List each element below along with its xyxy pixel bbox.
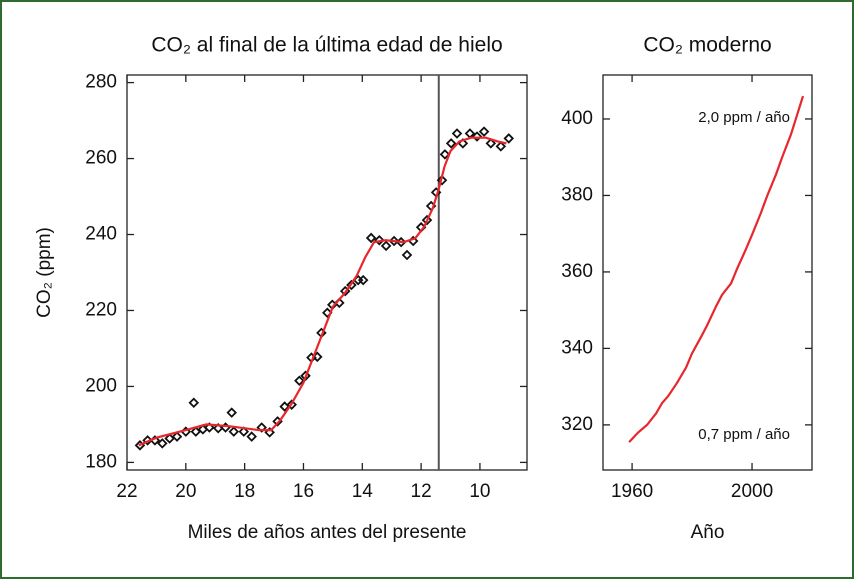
- x-tick-label: 1960: [611, 481, 653, 502]
- y-tick-label: 220: [85, 299, 117, 320]
- data-point: [294, 375, 305, 387]
- x-tick-label: 16: [293, 481, 314, 502]
- x-tick-label: 14: [352, 481, 374, 502]
- y-tick-label: 320: [561, 414, 593, 435]
- data-point: [357, 274, 369, 286]
- data-point: [171, 431, 183, 442]
- data-point: [365, 232, 377, 244]
- data-point: [485, 138, 497, 149]
- data-point: [478, 126, 490, 137]
- data-point: [204, 422, 215, 433]
- data-point: [380, 240, 392, 252]
- x-tick-label: 12: [411, 481, 432, 502]
- data-point: [439, 149, 451, 160]
- data-point: [436, 174, 448, 186]
- data-point: [471, 131, 483, 142]
- y-tick-label: 340: [561, 337, 593, 358]
- y-tick-label: 240: [85, 224, 117, 245]
- data-point: [286, 399, 297, 410]
- data-point: [421, 214, 433, 226]
- data-point: [157, 438, 168, 449]
- x-tick-label: 2000: [731, 481, 773, 502]
- data-point: [374, 234, 385, 246]
- x-tick-label: 10: [469, 481, 490, 502]
- data-point: [228, 426, 240, 437]
- data-point: [238, 426, 250, 437]
- y-tick-label: 280: [85, 72, 117, 93]
- y-tick-label: 400: [561, 108, 593, 129]
- data-point: [190, 426, 202, 437]
- data-point: [142, 435, 153, 446]
- data-point: [388, 235, 400, 247]
- data-point: [188, 397, 200, 409]
- y-tick-label: 180: [85, 451, 117, 472]
- x-tick-label: 18: [234, 481, 255, 502]
- data-point: [451, 128, 463, 139]
- y-tick-label: 260: [85, 148, 117, 169]
- data-line: [138, 136, 507, 447]
- plot-frame: [126, 74, 528, 471]
- x-axis-label: Miles de años antes del presente: [188, 522, 467, 543]
- data-point: [401, 249, 413, 261]
- y-tick-label: 360: [561, 261, 593, 282]
- data-line: [628, 95, 805, 443]
- y-axis-label: CO₂ (ppm): [34, 227, 55, 318]
- data-point: [495, 141, 507, 152]
- y-tick-label: 380: [561, 184, 593, 205]
- annotation: 0,7 ppm / año: [698, 426, 790, 443]
- y-tick-label: 200: [85, 375, 117, 396]
- data-point: [346, 279, 357, 291]
- chart-title: CO₂ moderno: [643, 34, 771, 57]
- data-point: [445, 138, 457, 149]
- x-tick-label: 22: [116, 481, 137, 502]
- annotation: 2,0 ppm / año: [698, 109, 790, 126]
- x-axis-label: Año: [691, 522, 725, 543]
- data-point: [246, 431, 257, 442]
- data-point: [503, 133, 515, 144]
- x-tick-label: 20: [175, 481, 196, 502]
- data-point: [226, 407, 237, 418]
- chart-title: CO₂ al final de la última edad de hielo: [151, 34, 502, 57]
- data-point: [256, 422, 267, 433]
- plot-frame: [602, 74, 813, 471]
